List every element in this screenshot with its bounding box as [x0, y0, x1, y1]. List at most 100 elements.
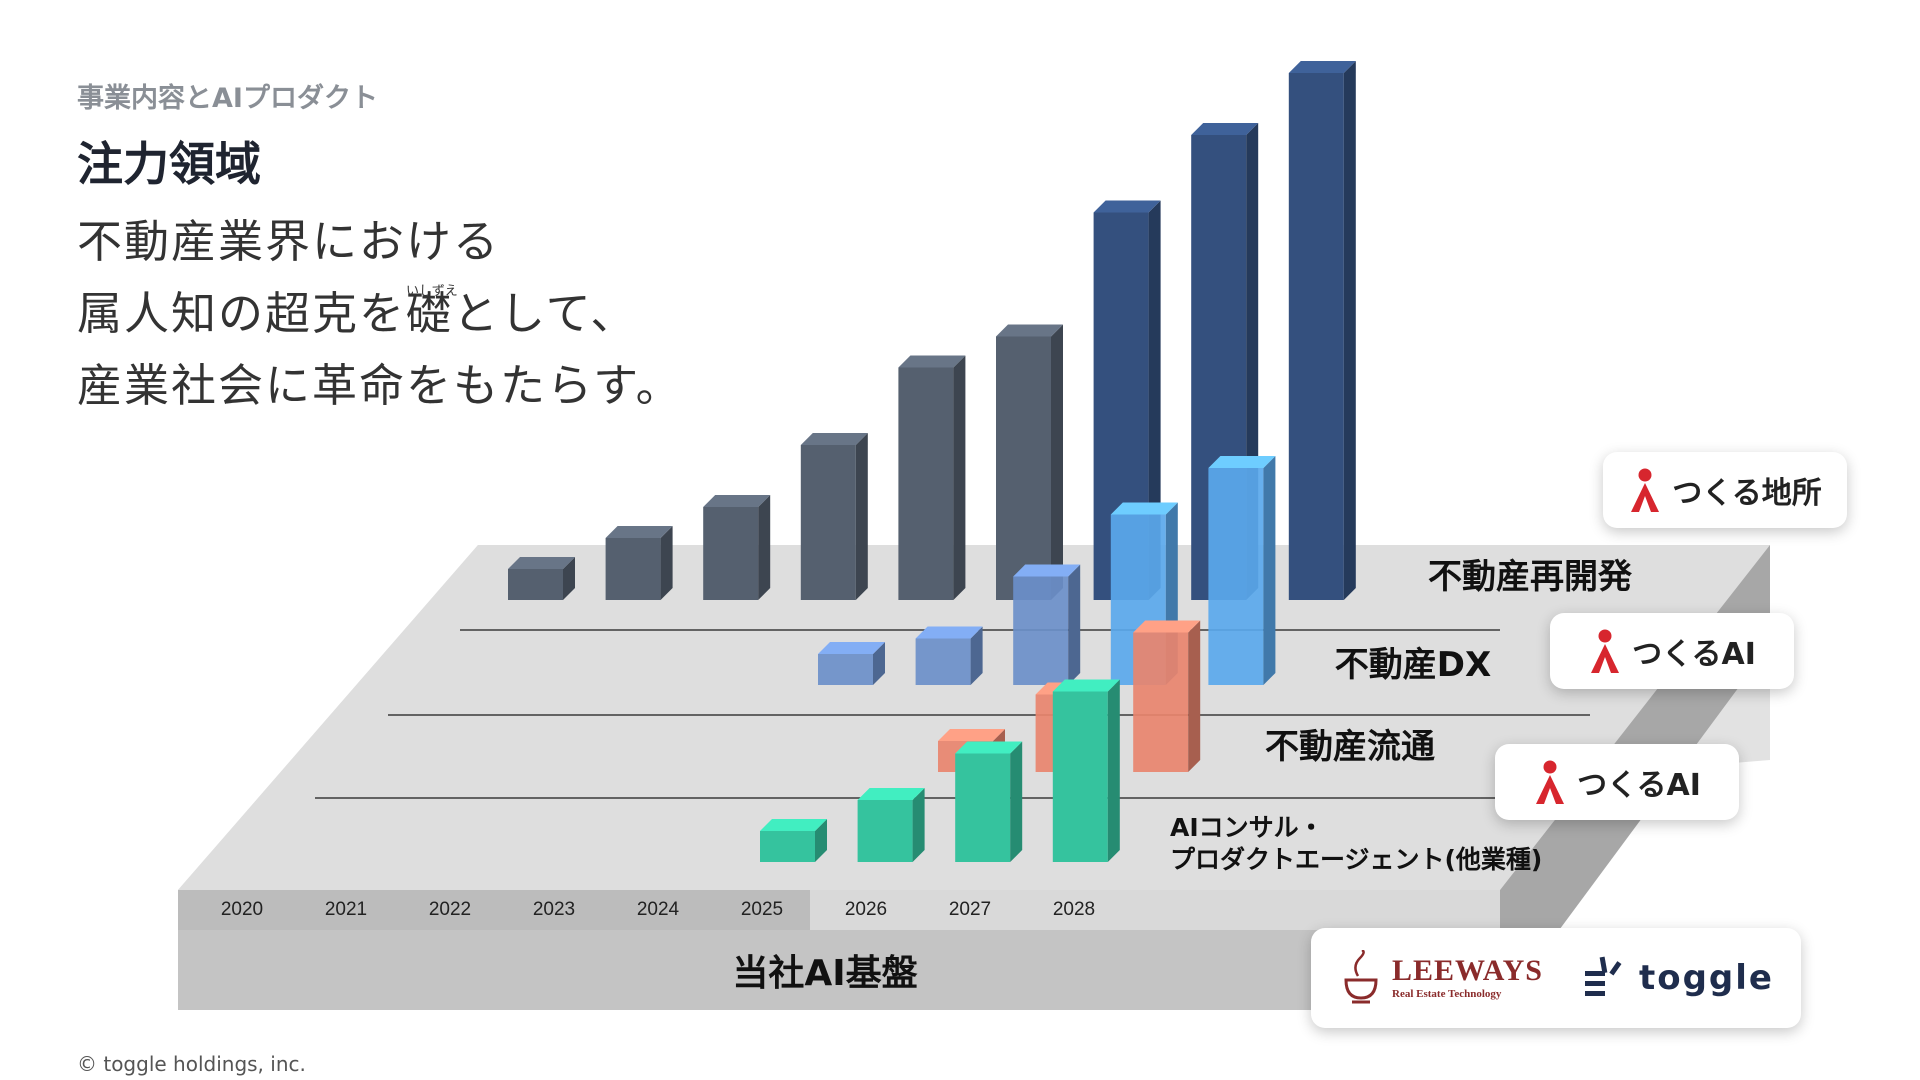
year-tick-label: 2027 [949, 899, 991, 920]
bar-front [818, 654, 873, 685]
bar-side [758, 495, 771, 600]
callout-distribution-label: つくるAI [1577, 768, 1701, 803]
bar-side [1107, 679, 1120, 862]
bar-side [1263, 456, 1276, 685]
callout-dx-label: つくるAI [1632, 637, 1756, 672]
tsukuru-logo-icon [1533, 760, 1567, 804]
series-label: 不動産再開発 [1428, 557, 1633, 597]
bar [1110, 502, 1178, 685]
bar-front [1052, 691, 1108, 862]
bar-top [1110, 502, 1178, 515]
bar [1013, 564, 1081, 685]
bar-side [855, 433, 868, 600]
bar-side [873, 642, 885, 685]
bar [915, 626, 983, 685]
section-label: 事業内容とAIプロダクト [77, 83, 378, 114]
bar-front [1208, 468, 1264, 685]
bar-side [563, 557, 575, 600]
tsukuru-logo-icon [1588, 629, 1622, 673]
bar-top [955, 741, 1023, 754]
bar-top [1208, 456, 1276, 468]
tagline-line-2-before: 属人知の超克を [77, 287, 407, 340]
bar-front [1288, 73, 1344, 600]
tagline-line-2: 属人知の超克を いしずえ 礎として、 [77, 256, 683, 350]
bar [996, 324, 1063, 600]
bar-top [508, 557, 575, 569]
bar-side [1148, 200, 1161, 600]
tagline-line-3: 産業社会に革命をもたらす。 [77, 359, 683, 412]
bar [1288, 61, 1356, 600]
bar [818, 642, 885, 685]
bar-front [857, 800, 913, 862]
year-tick-label: 2026 [845, 899, 887, 920]
bar [703, 495, 771, 600]
bar-side [953, 355, 966, 600]
bar-top [1288, 61, 1356, 73]
tsukuru-logo-icon [1628, 468, 1662, 512]
bar-front [1133, 632, 1189, 772]
bar-front [605, 538, 661, 600]
bar [898, 355, 966, 600]
bar-side [912, 788, 925, 862]
bar-side [1188, 620, 1201, 772]
bar-top [800, 433, 868, 445]
callout-tsukuru-ai-distribution: つくるAI [1495, 744, 1739, 820]
bar-top [1133, 620, 1201, 633]
bar-side [1051, 324, 1063, 600]
bar-top [857, 788, 925, 800]
bar-top [605, 526, 673, 538]
leeways-emblem-icon [1344, 950, 1378, 1004]
bar-front [996, 336, 1051, 600]
bar-top [1191, 123, 1259, 135]
bar-front [800, 445, 856, 600]
bar [605, 526, 673, 600]
platform-label: 当社AI基盤 [732, 953, 917, 994]
series-4 [760, 679, 1120, 862]
bar-top [1052, 679, 1120, 692]
year-tick-label: 2028 [1053, 899, 1095, 920]
bar-top [703, 495, 771, 507]
bar [760, 819, 827, 862]
callout-platform-logos: LEEWAYS Real Estate Technology toggle [1311, 928, 1801, 1028]
bar-top [915, 626, 983, 639]
bar-top [760, 819, 827, 831]
series-label: 不動産流通 [1265, 727, 1435, 767]
series-2 [818, 456, 1276, 685]
series-label: 不動産DX [1335, 645, 1491, 685]
bar-front [898, 367, 954, 600]
copyright: © toggle holdings, inc. [77, 1052, 306, 1076]
tagline-line-2-after: として、 [453, 287, 638, 340]
bar-side [1068, 564, 1081, 685]
bar-top [1093, 200, 1161, 213]
leeways-logo: LEEWAYS Real Estate Technology [1338, 950, 1543, 1006]
bar-front [703, 507, 759, 600]
bar [1052, 679, 1120, 862]
bar-side [970, 626, 983, 685]
bar-top [818, 642, 885, 654]
bar [508, 557, 575, 600]
callout-tsukuru-ai-dx: つくるAI [1550, 613, 1794, 689]
year-tick-label: 2020 [221, 899, 263, 920]
bar-top [898, 355, 966, 368]
toggle-wordmark: toggle [1638, 958, 1774, 998]
leeways-subtitle: Real Estate Technology [1392, 988, 1502, 1000]
year-tick-label: 2022 [429, 899, 471, 920]
toggle-logo: toggle [1581, 955, 1774, 1001]
callout-redevelopment-label: つくる地所 [1672, 476, 1822, 511]
bar-top [996, 324, 1063, 337]
bar [857, 788, 925, 862]
bar-side [1343, 61, 1356, 600]
bar-front [1013, 576, 1069, 685]
year-strip-future [810, 890, 1500, 930]
toggle-emblem-icon [1584, 956, 1622, 996]
year-strip-history [178, 890, 810, 930]
ruby-reading: いしずえ [406, 256, 458, 328]
bar-front [760, 831, 815, 862]
bar-front [508, 569, 563, 600]
leeways-wordmark: LEEWAYS [1392, 954, 1543, 987]
tagline: 不動産業界における 属人知の超克を いしずえ 礎として、 産業社会に革命をもたらす。 [77, 206, 683, 422]
callout-tsukuru-jisho: つくる地所 [1603, 452, 1847, 528]
bar-front [915, 638, 971, 685]
year-tick-label: 2021 [325, 899, 367, 920]
